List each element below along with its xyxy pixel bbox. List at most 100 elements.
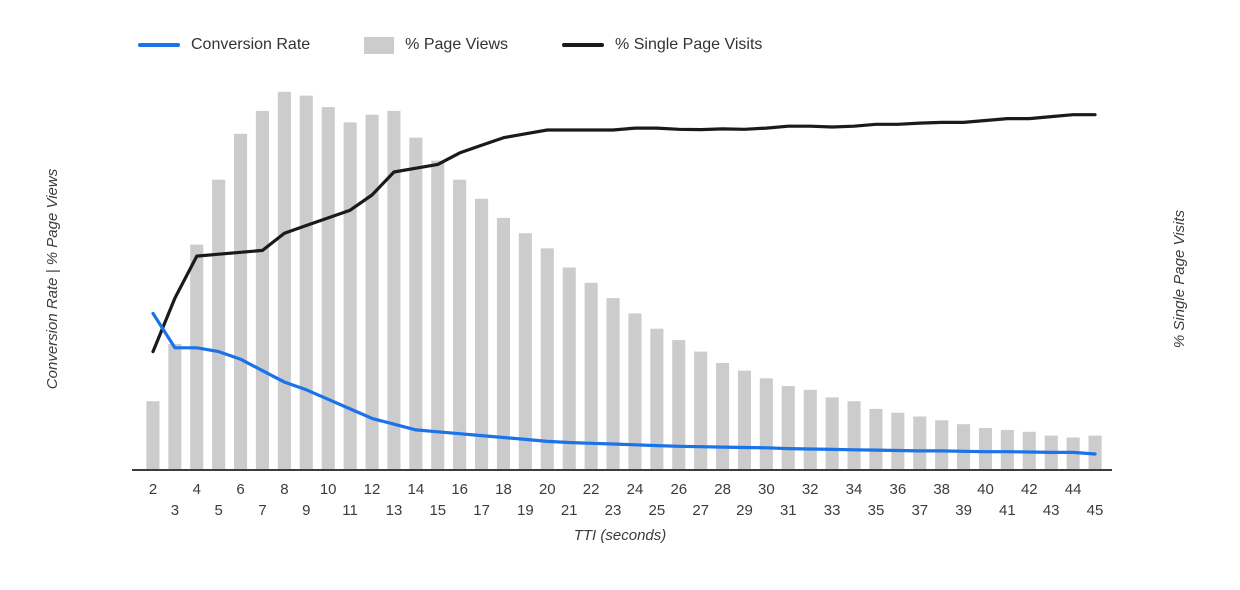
x-tick-label: 42 xyxy=(1021,481,1038,498)
page-views-bar xyxy=(540,248,554,470)
x-tick-label: 35 xyxy=(868,502,885,519)
page-views-bar xyxy=(913,416,927,470)
page-views-bar xyxy=(562,267,576,470)
page-views-bar xyxy=(694,351,708,470)
y-right-axis-title: % Single Page Visits xyxy=(1171,209,1188,348)
page-views-bar xyxy=(277,91,291,471)
x-tick-label: 6 xyxy=(236,481,244,498)
page-views-bar xyxy=(737,370,751,470)
x-tick-label: 23 xyxy=(605,502,622,519)
page-views-bar xyxy=(584,282,598,470)
y-left-axis-title: Conversion Rate | % Page Views xyxy=(44,168,61,389)
page-views-bar xyxy=(343,122,357,471)
page-views-bar xyxy=(409,137,423,470)
x-tick-label: 5 xyxy=(215,502,223,519)
page-views-bar xyxy=(650,328,664,470)
x-tick-label: 12 xyxy=(364,481,381,498)
x-tick-label: 41 xyxy=(999,502,1016,519)
page-views-bar xyxy=(146,401,160,470)
x-tick-label: 24 xyxy=(627,481,644,498)
page-views-bar xyxy=(453,179,467,470)
x-tick-label: 43 xyxy=(1043,502,1060,519)
page-views-bar xyxy=(606,298,620,470)
legend-label-conversion-rate: Conversion Rate xyxy=(191,36,311,53)
page-views-bar xyxy=(935,420,949,470)
legend-label-page-views: % Page Views xyxy=(405,36,509,53)
x-tick-label: 10 xyxy=(320,481,337,498)
x-tick-label: 27 xyxy=(692,502,709,519)
x-tick-label: 38 xyxy=(933,481,950,498)
legend-item-conversion-rate: Conversion Rate xyxy=(138,36,310,54)
x-tick-label: 19 xyxy=(517,502,534,519)
page-views-bar xyxy=(847,401,861,470)
page-views-bar xyxy=(891,412,905,470)
legend-item-single-page-visits: % Single Page Visits xyxy=(562,36,762,54)
page-views-bar xyxy=(496,217,510,470)
x-tick-label: 2 xyxy=(149,481,157,498)
x-tick-label: 34 xyxy=(846,481,863,498)
chart-legend: Conversion Rate % Page Views % Single Pa… xyxy=(138,36,762,54)
page-views-bar xyxy=(957,424,971,470)
page-views-bar xyxy=(672,340,686,470)
conversion-rate-line xyxy=(151,311,1097,456)
x-tick-label: 40 xyxy=(977,481,994,498)
page-views-bar xyxy=(212,179,226,470)
page-views-bar xyxy=(628,313,642,470)
page-views-bar xyxy=(978,428,992,470)
x-tick-label: 28 xyxy=(714,481,731,498)
page-views-bar xyxy=(869,408,883,470)
page-views-bar xyxy=(475,198,489,471)
x-tick-label: 45 xyxy=(1087,502,1104,519)
x-tick-label: 44 xyxy=(1065,481,1082,498)
x-tick-label: 21 xyxy=(561,502,578,519)
page-views-bar xyxy=(518,233,532,470)
x-tick-label: 39 xyxy=(955,502,972,519)
x-tick-label: 3 xyxy=(171,502,179,519)
x-tick-label: 25 xyxy=(649,502,666,519)
legend-label-single-page-visits: % Single Page Visits xyxy=(615,36,763,53)
x-tick-label: 13 xyxy=(386,502,403,519)
x-tick-label: 8 xyxy=(280,481,288,498)
x-tick-label: 16 xyxy=(451,481,468,498)
x-tick-label: 36 xyxy=(890,481,907,498)
page-views-bar xyxy=(234,133,248,471)
page-views-bar-swatch xyxy=(364,36,395,54)
x-tick-label: 18 xyxy=(495,481,512,498)
page-views-bar xyxy=(365,114,379,470)
page-views-bar xyxy=(387,110,401,471)
x-tick-label: 37 xyxy=(911,502,928,519)
x-tick-label: 32 xyxy=(802,481,819,498)
single-page-visits-line xyxy=(151,113,1097,354)
page-views-bar xyxy=(168,343,182,470)
x-tick-label: 33 xyxy=(824,502,841,519)
page-views-bar xyxy=(431,160,445,470)
x-tick-label: 29 xyxy=(736,502,753,519)
page-views-bar xyxy=(299,95,313,470)
page-views-bar xyxy=(759,378,773,470)
x-tick-label: 31 xyxy=(780,502,797,519)
page-views-bar xyxy=(255,110,269,471)
page-views-bar xyxy=(825,397,839,470)
x-tick-label: 7 xyxy=(258,502,266,519)
x-tick-label: 9 xyxy=(302,502,310,519)
single-page-visits-line-swatch xyxy=(562,43,605,47)
x-tick-label: 11 xyxy=(342,502,358,519)
page-views-bar xyxy=(781,386,795,470)
page-views-bar xyxy=(716,363,730,470)
page-views-bar xyxy=(190,244,204,470)
legend-item-page-views: % Page Views xyxy=(364,36,508,54)
x-tick-label: 20 xyxy=(539,481,556,498)
x-tick-label: 22 xyxy=(583,481,600,498)
x-tick-label: 26 xyxy=(670,481,687,498)
x-tick-label: 14 xyxy=(408,481,425,498)
x-tick-label: 30 xyxy=(758,481,775,498)
x-axis-title: TTI (seconds) xyxy=(574,527,667,544)
x-tick-label: 15 xyxy=(429,502,446,519)
page-views-bar xyxy=(1000,429,1014,470)
x-tick-label: 4 xyxy=(193,481,201,498)
conversion-rate-line-swatch xyxy=(138,43,180,47)
page-views-bar xyxy=(321,107,335,470)
page-views-bar xyxy=(803,389,817,470)
